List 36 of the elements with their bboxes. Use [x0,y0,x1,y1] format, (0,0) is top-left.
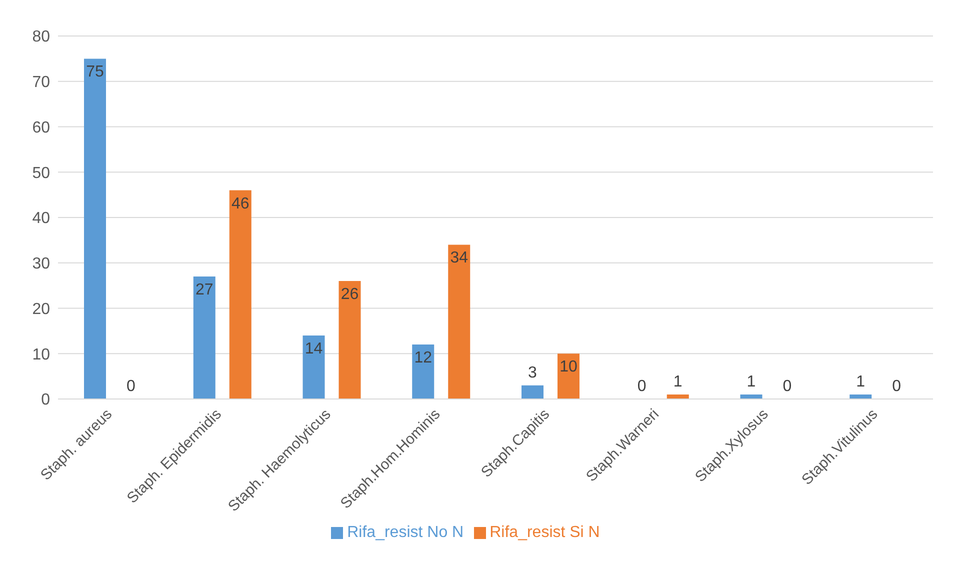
legend-label: Rifa_resist No N [347,524,464,541]
data-label: 10 [560,358,578,376]
legend-label: Rifa_resist Si N [490,524,600,541]
bar [84,58,106,399]
bar [412,344,434,399]
y-tick-label: 30 [32,256,50,273]
y-tick-label: 10 [32,346,50,364]
y-tick-label: 20 [32,300,50,318]
y-tick-label: 70 [32,74,50,92]
bar [558,354,580,399]
y-tick-label: 60 [32,119,50,136]
bar [229,190,252,399]
y-tick-label: 80 [32,28,50,46]
data-label: 26 [340,286,359,304]
bar [522,385,544,399]
y-tick-label: 0 [41,392,50,409]
data-label: 0 [637,378,646,395]
bar [338,281,361,399]
data-label: 27 [195,281,214,298]
data-label: 46 [231,195,250,212]
data-label: 1 [856,373,866,390]
y-tick-label: 40 [32,210,50,228]
data-label: 0 [892,378,902,395]
bar [302,335,325,399]
bar [193,276,216,399]
bar [448,244,470,399]
data-label: 1 [673,373,682,390]
data-label: 34 [450,250,468,267]
data-label: 3 [528,364,538,382]
data-label: 0 [126,378,136,395]
y-tick-label: 50 [32,164,50,182]
data-label: 1 [746,373,756,390]
data-label: 75 [86,64,104,81]
data-label: 0 [782,378,792,395]
data-label: 12 [414,350,432,367]
data-label: 14 [304,340,323,358]
